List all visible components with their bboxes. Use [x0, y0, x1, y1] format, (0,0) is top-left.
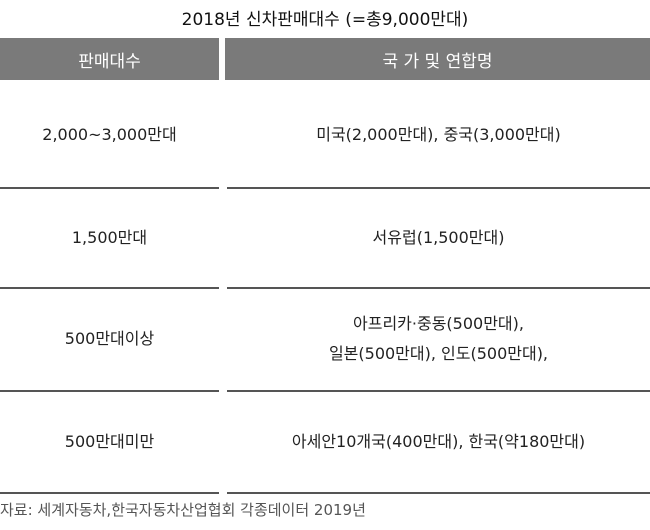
sales-cell: 2,000~3,000만대 — [42, 124, 177, 144]
header-countries: 국 가 및 연합명 — [225, 38, 650, 80]
countries-line: 서유럽(1,500만대) — [372, 228, 505, 247]
header-sales: 판매대수 — [0, 38, 219, 80]
row-divider — [0, 287, 219, 289]
countries-cell: 미국(2,000만대), 중국(3,000만대) — [227, 82, 650, 187]
countries-cell: 아프리카·중동(500만대), 일본(500만대), 인도(500만대), — [227, 289, 650, 389]
row-divider — [0, 187, 219, 189]
source-note: 자료: 세계자동차,한국자동차산업협회 각종데이터 2019년 — [0, 501, 366, 519]
table-title: 2018년 신차판매대수 (=총9,000만대) — [181, 10, 469, 30]
countries-line: 미국(2,000만대), 중국(3,000만대) — [316, 124, 561, 144]
row-divider — [227, 187, 650, 189]
row-divider — [227, 287, 650, 289]
countries-cell: 서유럽(1,500만대) — [227, 189, 650, 287]
sales-cell: 500만대미만 — [64, 432, 155, 451]
row-divider — [227, 390, 650, 392]
row-divider — [227, 492, 650, 494]
countries-line: 아프리카·중동(500만대), — [353, 314, 524, 333]
row-divider — [0, 492, 219, 494]
countries-cell: 아세안10개국(400만대), 한국(약180만대) — [227, 392, 650, 492]
sales-cell: 500만대이상 — [64, 329, 155, 348]
countries-line: 아세안10개국(400만대), 한국(약180만대) — [291, 432, 586, 451]
countries-line: 일본(500만대), 인도(500만대), — [328, 344, 549, 363]
row-divider — [0, 390, 219, 392]
sales-cell: 1,500만대 — [71, 228, 148, 247]
